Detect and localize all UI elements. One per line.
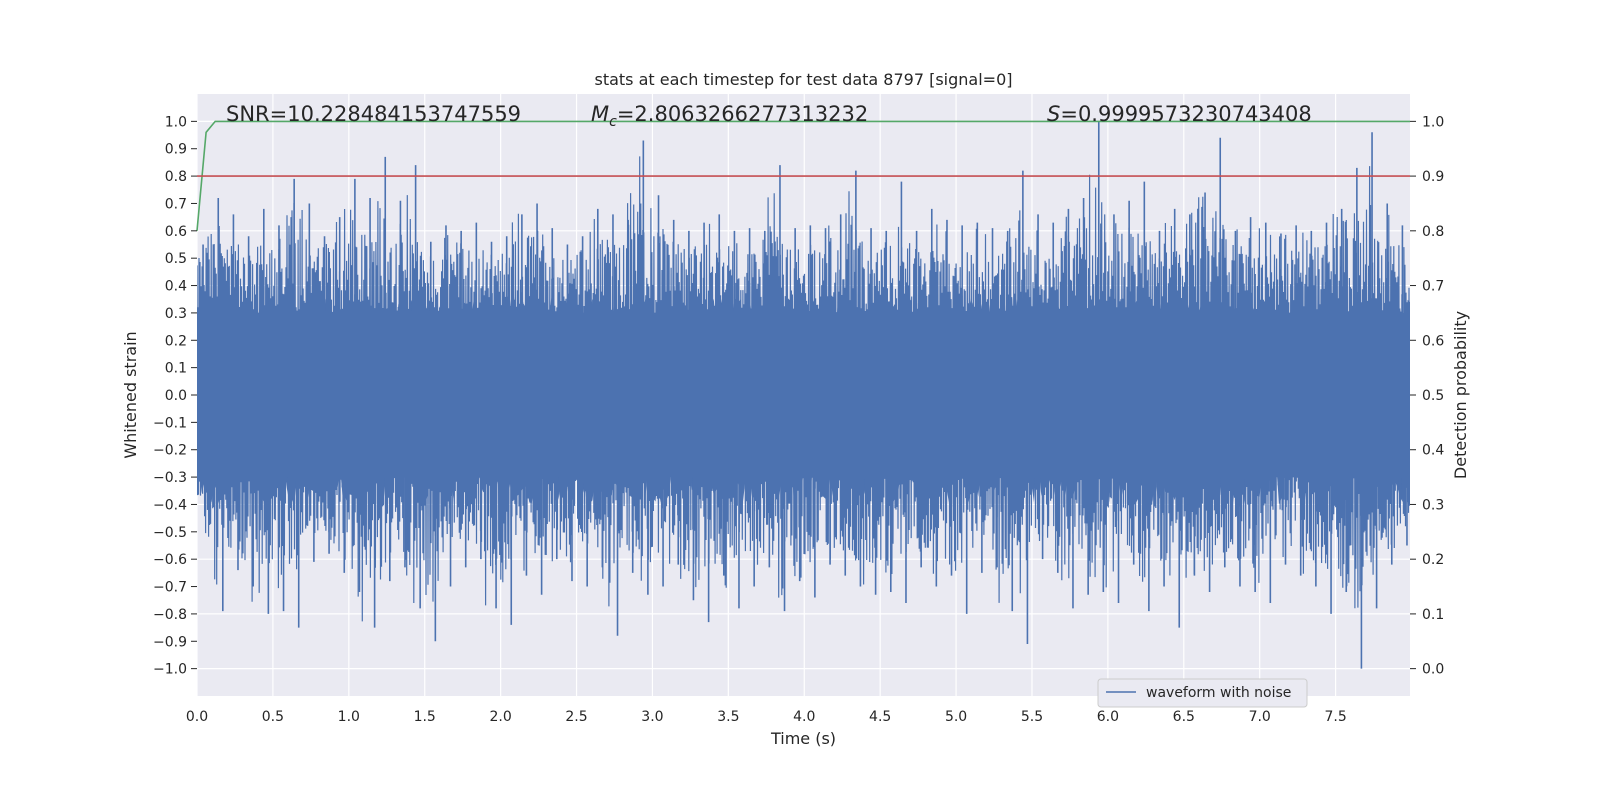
x-tick-label: 6.0 (1097, 709, 1119, 725)
y-tick-label: −0.6 (153, 552, 187, 568)
y-tick-label: 0.2 (165, 333, 187, 349)
x-tick-label: 3.0 (641, 709, 663, 725)
chirp-mass-subscript: c (609, 114, 617, 130)
y-tick-label: 1.0 (165, 114, 187, 130)
y-tick-label: 0.1 (165, 361, 187, 377)
y-axis-ticks: 1.0 0.9 0.8 0.7 0.6 0.5 0.4 0.3 0.2 0.1 0.0 −0.1 −0.… (153, 114, 197, 678)
y-tick-label: 0.5 (165, 251, 187, 267)
y-tick-label: 0.3 (165, 306, 187, 322)
y-tick-label: −0.5 (153, 525, 187, 541)
y-tick-label: 0.8 (165, 169, 187, 185)
x-tick-label: 7.0 (1249, 709, 1271, 725)
x-tick-label: 4.0 (793, 709, 815, 725)
probability-series (196, 120, 1410, 231)
x-tick-label: 5.5 (1021, 709, 1043, 725)
x-axis-label: Time (s) (770, 729, 836, 748)
x-tick-label: 2.0 (489, 709, 511, 725)
y-tick-label: 0.7 (165, 196, 187, 212)
y-tick-label: 0.0 (165, 388, 187, 404)
y-tick-label: −0.4 (153, 497, 187, 513)
waveform-with-noise-series (197, 121, 1410, 669)
y-tick-label: −0.2 (153, 443, 187, 459)
x-tick-label: 5.0 (945, 709, 967, 725)
snr-annotation: SNR=10.228484153747559 (226, 102, 521, 126)
y2-tick-label: 0.0 (1422, 662, 1444, 678)
x-tick-label: 7.5 (1324, 709, 1346, 725)
x-tick-label: 1.5 (414, 709, 436, 725)
chirp-mass-annotation: Mc=2.8063266277313232 (591, 102, 868, 130)
s-value: =0.9999573230743408 (1060, 102, 1311, 126)
x-tick-label: 6.5 (1173, 709, 1195, 725)
y2-tick-label: 0.5 (1422, 388, 1444, 404)
y-tick-label: 0.4 (165, 279, 187, 295)
y2-tick-label: 0.6 (1422, 333, 1444, 349)
y2-axis-ticks: 1.0 0.9 0.8 0.7 0.6 0.5 0.4 0.3 0.2 0.1 0.0 (1410, 114, 1444, 678)
legend-label: waveform with noise (1146, 685, 1291, 701)
y2-tick-label: 0.4 (1422, 443, 1444, 459)
y-tick-label: −0.7 (153, 580, 187, 596)
y2-tick-label: 1.0 (1422, 114, 1444, 130)
y2-tick-label: 0.8 (1422, 224, 1444, 240)
chirp-mass-value: =2.8063266277313232 (617, 102, 868, 126)
y2-tick-label: 0.7 (1422, 279, 1444, 295)
y-tick-label: −0.8 (153, 607, 187, 623)
waveform-line (197, 156, 1410, 622)
legend: waveform with noise (1097, 678, 1308, 708)
y2-tick-label: 0.9 (1422, 169, 1444, 185)
x-tick-label: 3.5 (717, 709, 739, 725)
y-axis-label: Whitened strain (121, 331, 140, 458)
x-axis-ticks: 0.0 0.5 1.0 1.5 2.0 2.5 3.0 3.5 4.0 4.5 5.0 5.5 6.0 6… (186, 709, 1347, 725)
y2-tick-label: 0.1 (1422, 607, 1444, 623)
y2-tick-label: 0.3 (1422, 497, 1444, 513)
x-tick-label: 1.0 (338, 709, 360, 725)
x-tick-label: 0.0 (186, 709, 208, 725)
probability-line (196, 120, 1410, 231)
y2-axis-label: Detection probability (1451, 311, 1470, 479)
s-annotation: S=0.9999573230743408 (1047, 102, 1312, 126)
y2-tick-label: 0.2 (1422, 552, 1444, 568)
s-symbol: S (1047, 102, 1060, 126)
y-tick-label: −0.1 (153, 415, 187, 431)
y-tick-label: 0.6 (165, 224, 187, 240)
y-tick-label: −1.0 (153, 662, 187, 678)
x-tick-label: 2.5 (565, 709, 587, 725)
x-tick-label: 0.5 (262, 709, 284, 725)
y-tick-label: 0.9 (165, 142, 187, 158)
y-tick-label: −0.9 (153, 634, 187, 650)
chart-title: stats at each timestep for test data 879… (594, 70, 1012, 89)
chirp-mass-symbol: M (591, 102, 609, 126)
legend-box (1097, 678, 1308, 708)
x-tick-label: 4.5 (869, 709, 891, 725)
y-tick-label: −0.3 (153, 470, 187, 486)
